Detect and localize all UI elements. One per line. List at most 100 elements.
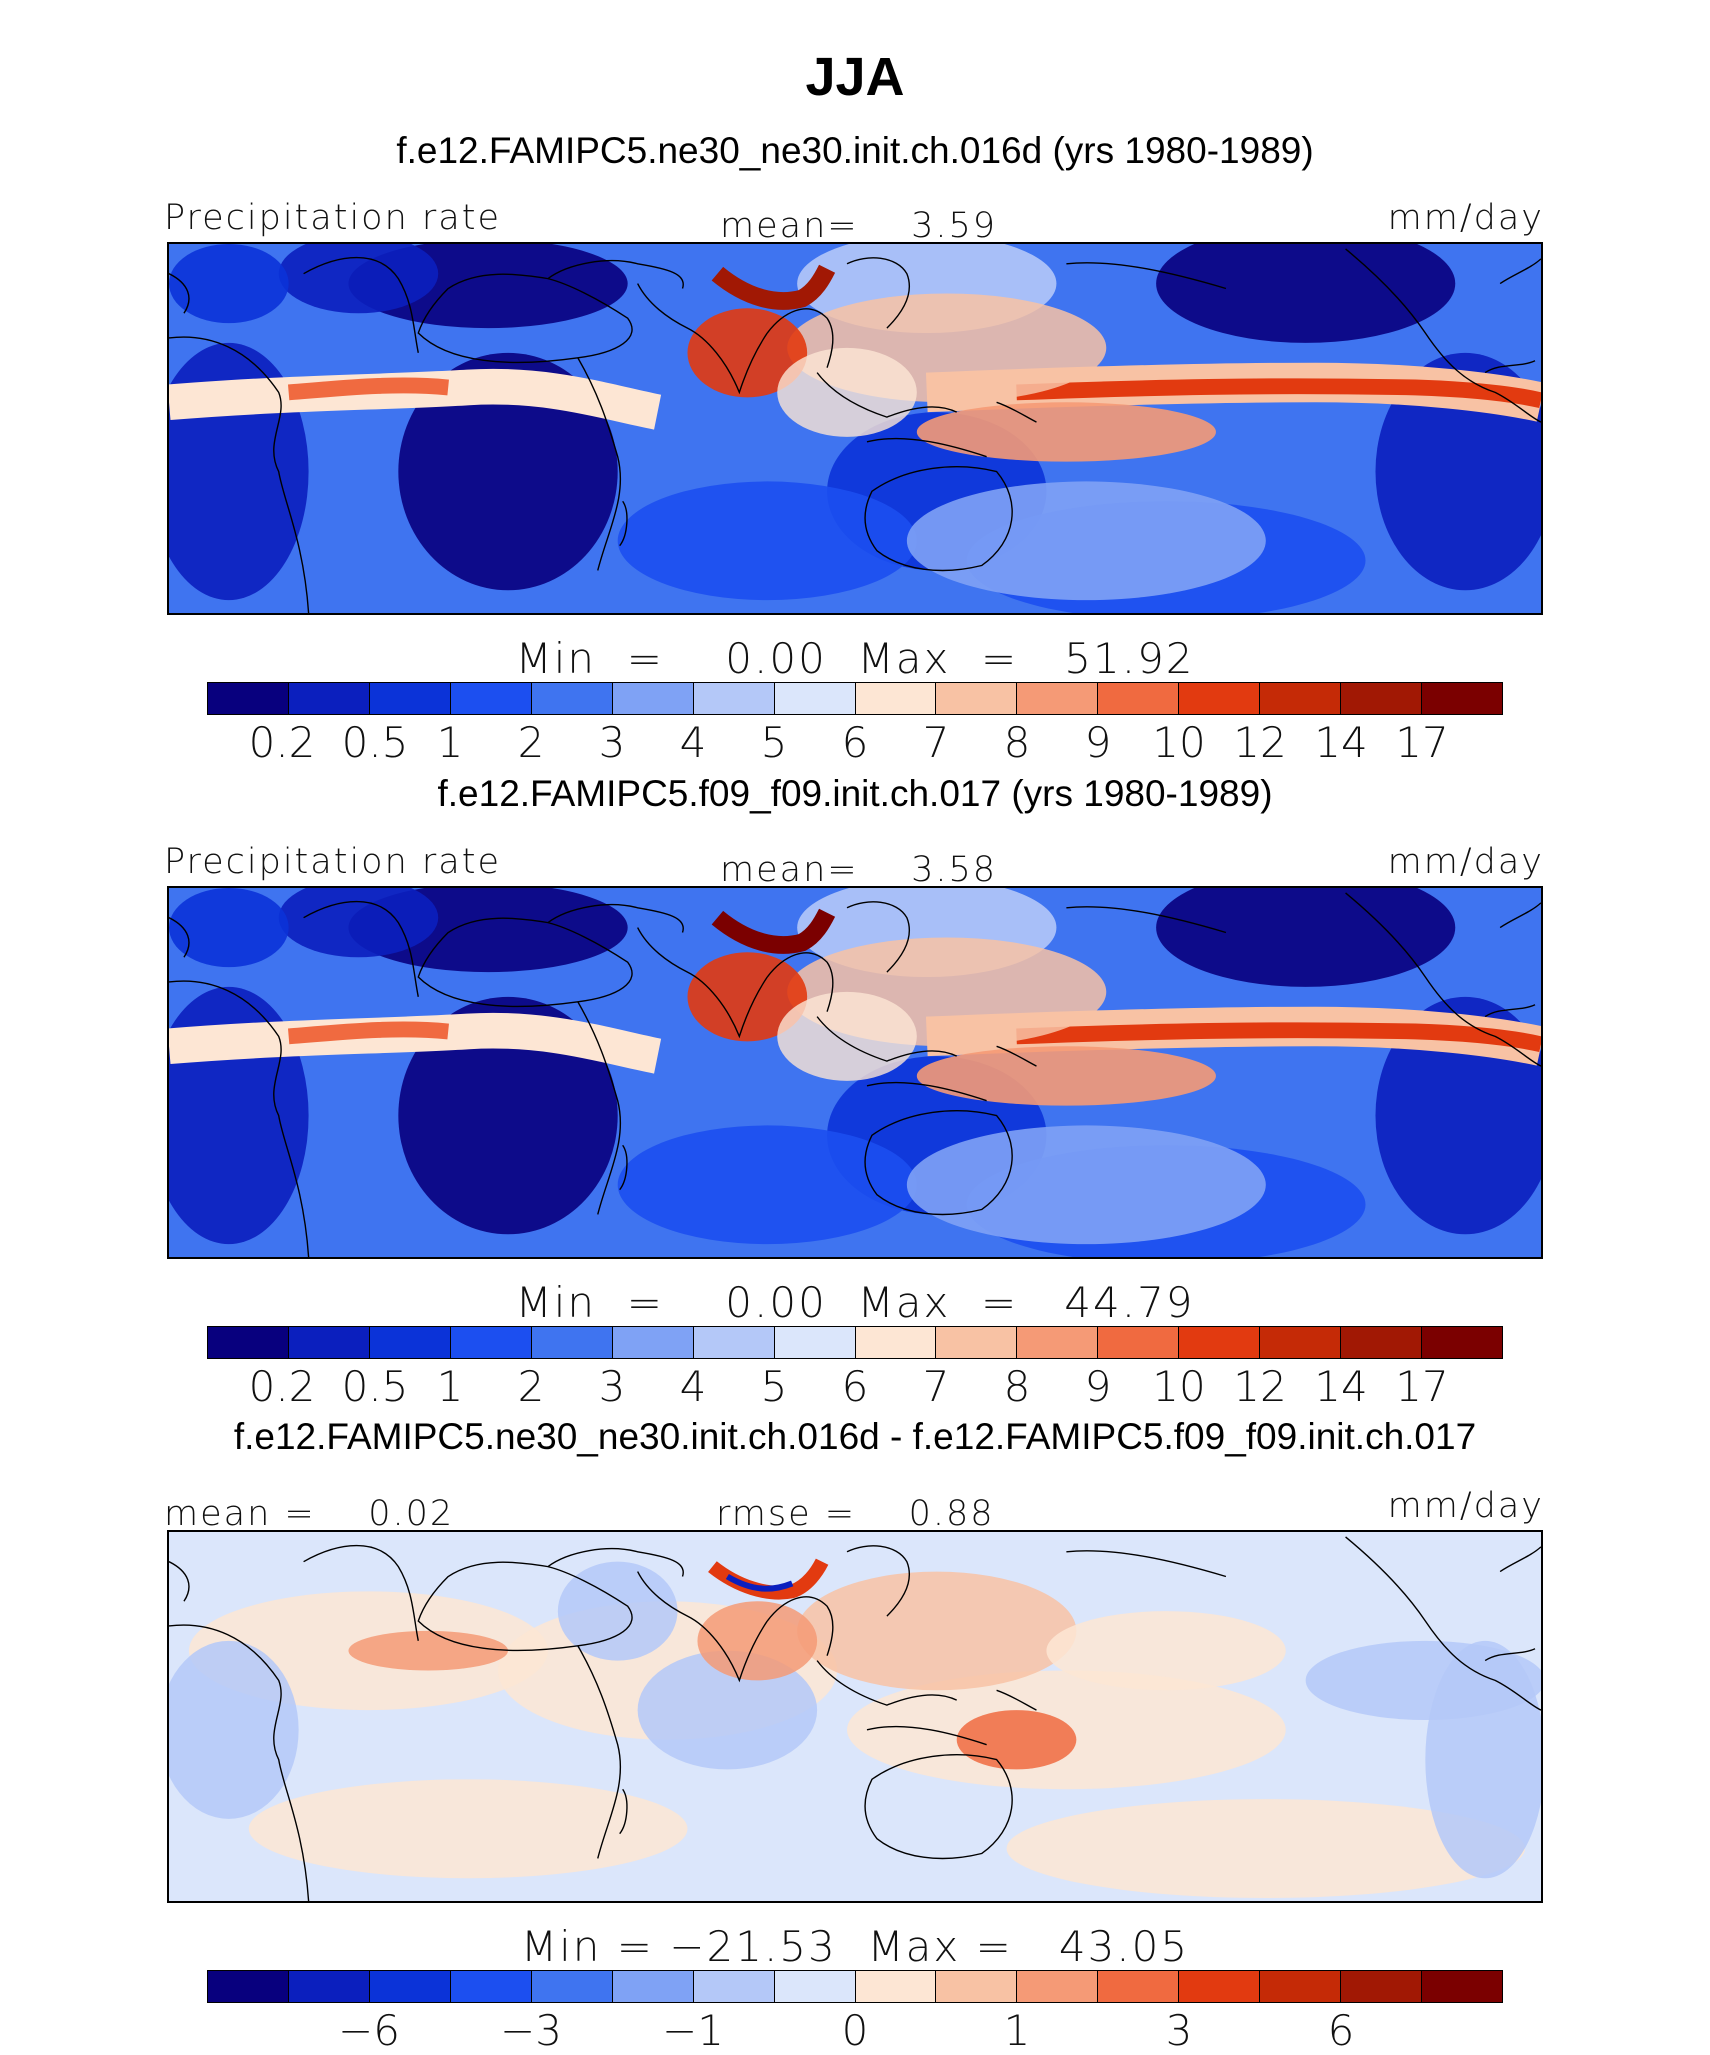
colorbar-tick-label: 3 xyxy=(1165,2006,1193,2055)
coastline xyxy=(169,980,310,1257)
colorbar-tick-label: 17 xyxy=(1395,718,1449,767)
colorbar-tick-label: 12 xyxy=(1233,718,1287,767)
himalaya-anomaly xyxy=(725,1573,794,1592)
coastline xyxy=(169,1624,310,1901)
colorbar-swatch xyxy=(936,683,1018,714)
coastline xyxy=(1345,892,1541,1067)
colorbar-swatch xyxy=(936,1971,1018,2002)
panel-3-rmse-label: rmse = 0.88 xyxy=(716,1494,995,1534)
colorbar-tick-label: 0.5 xyxy=(341,1362,409,1411)
spcz-region xyxy=(916,402,1216,462)
colorbar-swatch xyxy=(1179,683,1261,714)
itcz-core xyxy=(287,377,449,401)
colorbar-swatch xyxy=(774,1327,856,1358)
coastline xyxy=(303,1545,419,1641)
colorbar-tick-label: −1 xyxy=(662,2006,724,2055)
monsoon-core xyxy=(687,308,808,398)
colorbar-tick-label: 8 xyxy=(1003,1362,1031,1411)
coastline xyxy=(619,1788,628,1835)
colorbar-swatch xyxy=(774,1971,856,2002)
coastline xyxy=(816,1660,958,1706)
coastline xyxy=(417,917,633,1008)
coastline xyxy=(864,466,1013,572)
dry-region xyxy=(398,352,618,591)
coastline xyxy=(1066,1550,1227,1578)
coastline xyxy=(547,260,684,289)
colorbar-tick-label: 7 xyxy=(922,1362,950,1411)
dry-region xyxy=(617,481,917,601)
panel-2-map xyxy=(167,886,1543,1259)
colorbar-swatch xyxy=(531,1327,613,1358)
anomaly-region xyxy=(1425,1640,1541,1879)
colorbar-swatch xyxy=(855,1971,937,2002)
coastline xyxy=(577,1001,622,1215)
colorbar-swatch xyxy=(1098,1971,1180,2002)
colorbar-tick-label: 0.5 xyxy=(341,718,409,767)
dry-region xyxy=(906,1125,1266,1245)
coastline xyxy=(303,901,419,997)
colorbar-swatch xyxy=(1179,1971,1261,2002)
colorbar-swatch xyxy=(1422,1971,1502,2002)
colorbar-tick-label: 6 xyxy=(841,1362,869,1411)
colorbar-tick-label: 1 xyxy=(1003,2006,1031,2055)
colorbar-tick-label: 3 xyxy=(598,1362,626,1411)
panel-2-units-label: mm/day xyxy=(1387,842,1544,882)
colorbar-tick-label: 5 xyxy=(760,1362,788,1411)
colorbar-swatch xyxy=(693,683,775,714)
coastline xyxy=(866,1081,987,1102)
anomaly-region xyxy=(1006,1799,1526,1899)
panel-1-colorbar xyxy=(207,682,1503,715)
coastline xyxy=(619,1144,628,1191)
panel-3-units-label: mm/day xyxy=(1387,1486,1544,1526)
coastline xyxy=(637,927,768,1039)
itcz-core xyxy=(1016,1022,1541,1053)
coastline xyxy=(866,1725,987,1746)
coastline xyxy=(816,1016,958,1062)
coastline xyxy=(816,372,958,418)
coastline xyxy=(169,336,310,613)
dry-region xyxy=(617,1125,917,1245)
colorbar-swatch xyxy=(1260,683,1342,714)
anomaly-region xyxy=(797,1571,1077,1691)
anomaly-region xyxy=(348,1630,509,1671)
coastline xyxy=(1484,1004,1536,1018)
coastline xyxy=(864,1110,1013,1216)
colorbar-swatch xyxy=(1098,683,1180,714)
dry-region xyxy=(1156,244,1456,343)
colorbar-tick-label: 8 xyxy=(1003,718,1031,767)
colorbar-tick-label: 4 xyxy=(679,1362,707,1411)
colorbar-tick-label: 14 xyxy=(1314,1362,1368,1411)
panel-2-colorbar xyxy=(207,1326,1503,1359)
coastline xyxy=(637,1571,768,1683)
colorbar-swatch xyxy=(612,683,694,714)
panel-1-map xyxy=(167,242,1543,615)
colorbar-swatch xyxy=(369,1971,451,2002)
colorbar-swatch xyxy=(1260,1971,1342,2002)
anomaly-region xyxy=(956,1710,1077,1770)
colorbar-tick-label: 6 xyxy=(841,718,869,767)
coastline xyxy=(996,1045,1037,1067)
itcz-band xyxy=(169,1012,662,1074)
colorbar-swatch xyxy=(531,683,613,714)
coastline xyxy=(1484,1648,1536,1662)
colorbar-tick-label: 6 xyxy=(1327,2006,1355,2055)
colorbar-swatch xyxy=(936,1327,1018,1358)
colorbar-tick-label: −3 xyxy=(500,2006,562,2055)
himalaya-precip xyxy=(711,908,836,954)
colorbar-tick-label: 4 xyxy=(679,718,707,767)
colorbar-swatch xyxy=(1179,1327,1261,1358)
colorbar-tick-label: 3 xyxy=(598,718,626,767)
coastline xyxy=(637,283,768,395)
coastline xyxy=(577,1645,622,1859)
panel-2-min-max: Min = 0.00 Max = 44.79 xyxy=(515,1278,1195,1327)
dry-region xyxy=(169,888,289,968)
panel-3-case-title: f.e12.FAMIPC5.ne30_ne30.init.ch.016d - f… xyxy=(233,1416,1477,1457)
dry-region xyxy=(169,244,289,324)
coastline xyxy=(846,1545,910,1617)
coastline xyxy=(766,308,834,368)
colorbar-swatch xyxy=(693,1327,775,1358)
spcz-region xyxy=(916,1046,1216,1106)
itcz-core xyxy=(1016,378,1541,409)
colorbar-swatch xyxy=(1341,683,1423,714)
colorbar-tick-label: 0.2 xyxy=(248,1362,316,1411)
